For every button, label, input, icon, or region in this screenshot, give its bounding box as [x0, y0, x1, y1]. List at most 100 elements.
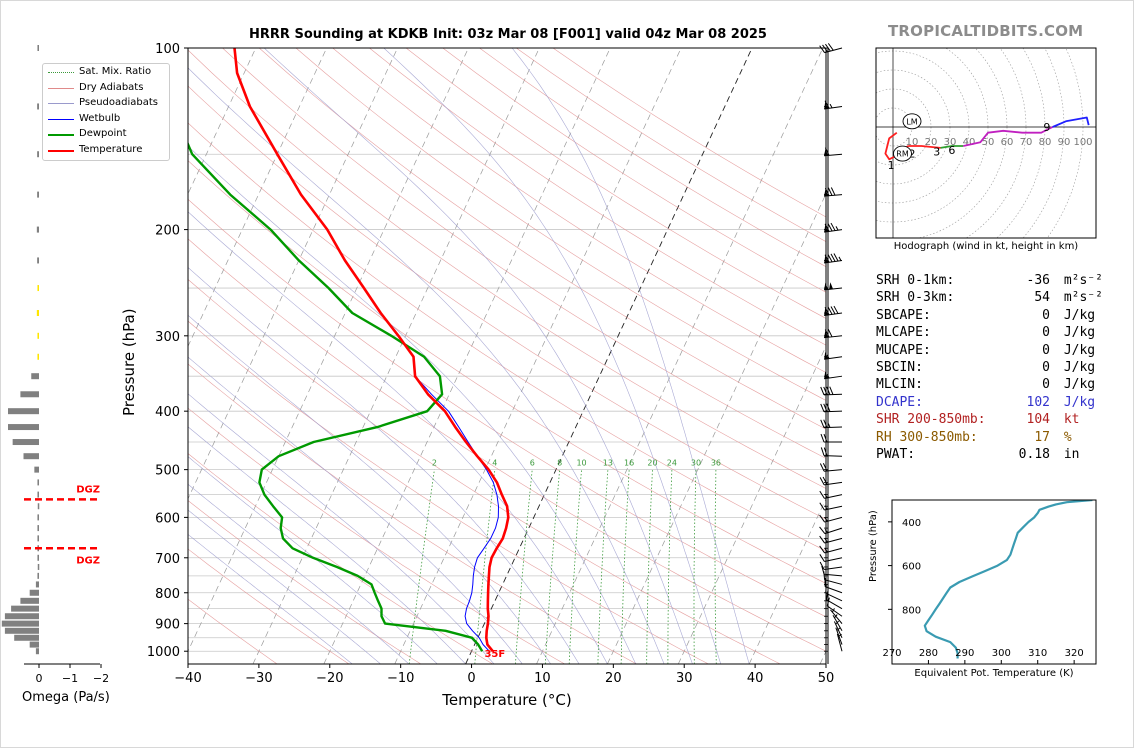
barb-staff — [824, 105, 843, 110]
isotherm-line — [607, 192, 826, 664]
param-row: RH 300-850mb: 17 % — [876, 429, 1103, 446]
eqpt-x-tick-label: 280 — [919, 648, 938, 659]
barb-flag — [824, 307, 830, 316]
dry-adiabat — [405, 48, 826, 319]
param-row: SBCIN: 0 J/kg — [876, 359, 1103, 376]
wind-barb — [824, 147, 843, 157]
skewt-frame — [187, 47, 827, 665]
param-value: 0.18 — [1010, 446, 1050, 462]
barb-pennant — [824, 308, 829, 316]
dry-adiabat — [188, 198, 826, 618]
barb-pennant — [824, 101, 829, 109]
wind-barb — [824, 222, 843, 233]
param-label: PWAT: — [876, 446, 994, 462]
wind-barb — [825, 584, 843, 602]
omega-bar — [14, 634, 39, 641]
x-tick-label: 40 — [747, 671, 764, 686]
moist-adiabat — [188, 67, 665, 664]
isotherm-line — [252, 48, 540, 664]
moist-adiabat — [383, 48, 722, 664]
x-tick-label: −40 — [174, 671, 201, 686]
barb-half — [824, 493, 828, 498]
omega-bar — [36, 226, 39, 233]
barb-flag — [819, 490, 825, 499]
param-label: MLCIN: — [876, 377, 994, 393]
param-row: MLCIN: 0 J/kg — [876, 376, 1103, 393]
barb-pennant — [824, 148, 829, 156]
mixing-ratio-label: 10 — [576, 459, 586, 468]
eqpt-x-tick-label: 290 — [955, 648, 974, 659]
wind-barb — [819, 554, 843, 563]
hodo-segment — [963, 126, 1054, 147]
moist-adiabat — [188, 393, 495, 664]
y-tick-label: 200 — [155, 224, 180, 239]
barb-flag — [820, 433, 825, 443]
omega-bar — [37, 285, 39, 292]
barb-flag — [833, 305, 839, 314]
barb-staff — [823, 426, 843, 429]
dry-adiabat — [188, 500, 422, 664]
eqpt-x-tick-label: 320 — [1065, 648, 1084, 659]
barb-flag — [824, 147, 830, 156]
wind-barb — [819, 526, 843, 535]
omega-bar — [36, 310, 39, 317]
barb-flag — [820, 386, 825, 396]
omega-bar — [37, 103, 39, 110]
barb-pennant — [824, 189, 829, 197]
wind-barb — [826, 597, 843, 617]
barb-flag — [819, 463, 825, 472]
skewt-xlabel: Temperature (°C) — [442, 691, 572, 709]
param-unit: J/kg — [1056, 394, 1096, 410]
barb-staff — [824, 586, 843, 594]
dry-adiabat — [188, 363, 637, 664]
hodo-ring-label: 80 — [1039, 137, 1052, 148]
omega-bar — [23, 453, 39, 460]
dry-adiabat — [188, 548, 350, 664]
barb-half — [835, 620, 840, 625]
mixing-ratio-line — [714, 469, 717, 664]
omega-xlabel: Omega (Pa/s) — [22, 690, 110, 705]
isotherm-line — [394, 48, 682, 664]
hodo-ring-label: 20 — [925, 137, 938, 148]
parameter-table: SRH 0-1km: -36 m²s⁻² SRH 0-3km: 54 m²s⁻² S… — [876, 272, 1103, 463]
barb-flag — [827, 43, 834, 51]
barb-staff — [824, 335, 843, 339]
param-value: 104 — [1010, 412, 1051, 428]
legend-label: Sat. Mix. Ratio — [79, 66, 152, 77]
wind-barb — [825, 591, 843, 610]
eqpt-plot — [923, 500, 1093, 659]
hodo-marker-label: RM — [896, 150, 909, 159]
wind-barb — [824, 187, 843, 197]
barb-staff — [824, 469, 843, 472]
param-value: 17 — [1010, 429, 1050, 445]
hodo-height-label: 6 — [948, 144, 955, 157]
legend-label: Wetbulb — [79, 112, 121, 124]
barb-flag — [825, 584, 827, 594]
y-tick-label: 900 — [155, 618, 180, 633]
legend-item: Dry Adiabats — [43, 80, 169, 96]
wind-barb — [820, 447, 843, 457]
wind-barb — [819, 43, 843, 54]
eqpt-x-tick-label: 270 — [882, 648, 901, 659]
barb-pennant — [824, 330, 829, 338]
barb-pennant — [824, 224, 829, 233]
dry-adiabat — [188, 279, 781, 664]
barb-half — [836, 627, 841, 631]
hodo-ring-label: 30 — [944, 137, 957, 148]
wind-barb — [824, 328, 843, 339]
omega-tick-label: −1 — [62, 672, 78, 685]
dry-adiabat — [222, 48, 826, 459]
barb-flag — [830, 253, 836, 262]
barb-half — [826, 354, 830, 359]
moist-adiabat — [188, 145, 636, 664]
barb-staff — [824, 573, 843, 577]
mixing-ratio-line — [515, 469, 533, 664]
y-tick-label: 600 — [155, 511, 180, 526]
barb-half — [824, 548, 828, 553]
barb-pennant — [824, 255, 829, 263]
param-unit: J/kg — [1056, 325, 1096, 341]
barb-half — [824, 517, 828, 522]
wind-barb — [820, 419, 843, 429]
wind-barb — [819, 476, 843, 486]
